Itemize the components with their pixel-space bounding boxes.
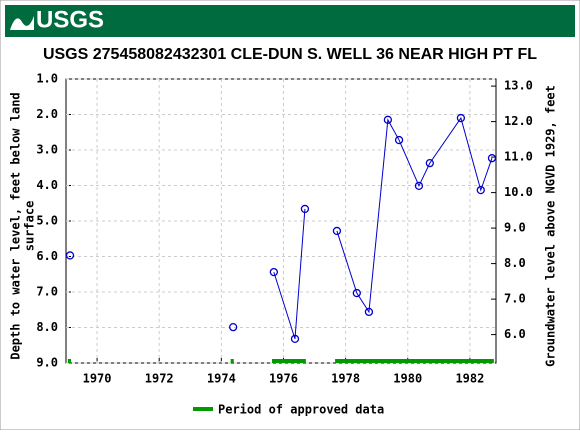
data-point: [364, 307, 374, 317]
data-point: [352, 288, 361, 298]
data-point: [456, 113, 466, 123]
x-tick-label: 1976: [269, 372, 298, 386]
y-tick-label: 8.0: [36, 320, 58, 334]
y-tick-label: 4.0: [36, 178, 58, 192]
legend-label: Period of approved data: [218, 403, 384, 417]
data-point: [290, 334, 300, 344]
x-tick-label: 1978: [331, 372, 360, 386]
approved-period: [335, 359, 494, 363]
data-line: [273, 116, 493, 340]
y2-tick-label: 13.0: [504, 79, 533, 93]
y2-tick-label: 9.0: [504, 221, 526, 235]
y2-tick-label: 8.0: [504, 256, 526, 270]
data-point: [487, 154, 497, 163]
y-tick-label: 3.0: [36, 143, 58, 157]
x-tick-label: 1980: [393, 372, 422, 386]
legend: Period of approved data: [193, 403, 384, 417]
x-tick-label: 1972: [145, 372, 174, 386]
y-tick-label: 5.0: [36, 214, 58, 228]
logo-icon: [10, 16, 34, 30]
y-tick-label: 6.0: [36, 249, 58, 263]
y-axis-label: surface: [23, 201, 37, 252]
data-point: [229, 322, 238, 332]
x-tick-label: 1970: [83, 372, 112, 386]
logo-text: USGS: [36, 6, 104, 33]
approved-period: [230, 359, 234, 363]
y-tick-label: 2.0: [36, 107, 58, 121]
y-tick-label: 1.0: [36, 72, 58, 86]
header-bar: [5, 5, 575, 37]
approved-period: [67, 359, 71, 363]
y2-axis-label: Groundwater level above NGVD 1929, feet: [544, 85, 558, 367]
y2-tick-label: 6.0: [504, 327, 526, 341]
data-point: [476, 185, 485, 195]
y-tick-label: 7.0: [36, 285, 58, 299]
approved-period: [271, 359, 306, 363]
y2-tick-label: 11.0: [504, 150, 533, 164]
y2-tick-label: 12.0: [504, 114, 533, 128]
data-point: [65, 251, 75, 260]
y-axis-label: Depth to water level, feet below land: [9, 92, 23, 359]
data-point: [394, 135, 404, 145]
data-point: [383, 115, 393, 124]
data-point: [414, 181, 424, 191]
x-tick-label: 1982: [455, 372, 484, 386]
y2-tick-label: 7.0: [504, 292, 526, 306]
data-point: [269, 267, 279, 277]
chart-title: USGS 275458082432301 CLE-DUN S. WELL 36 …: [43, 46, 537, 63]
y2-tick-label: 10.0: [504, 185, 533, 199]
data-point: [300, 204, 310, 214]
data-point: [425, 158, 434, 168]
x-tick-label: 1974: [207, 372, 236, 386]
y-tick-label: 9.0: [36, 356, 58, 370]
data-point: [332, 226, 342, 236]
